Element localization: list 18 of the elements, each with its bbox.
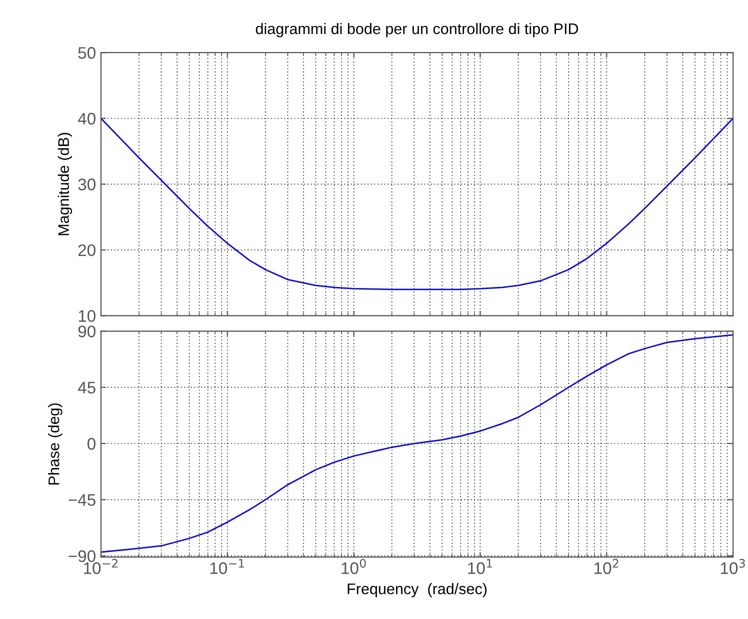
y-tick-label: 10 xyxy=(78,310,96,322)
x-tick-label: 10$^{1}$ xyxy=(468,559,492,574)
y-tick-label: 30 xyxy=(78,178,96,190)
x-tick-label: 10$^{3}$ xyxy=(720,558,745,574)
y-tick-label: 90 xyxy=(78,326,96,338)
x-tick-label: 10$^{−1}$ xyxy=(210,559,244,574)
y-tick-label: 50 xyxy=(78,47,96,59)
x-axis-title: Frequency (rad/sec) xyxy=(348,583,487,598)
y-axis-title: Magnitude (dB) xyxy=(58,132,72,236)
x-tick-label: 10$^{2}$ xyxy=(594,558,618,574)
y-tick-label: 20 xyxy=(78,244,96,256)
x-tick-label: 10$^{0}$ xyxy=(342,558,366,574)
y-tick-label: 40 xyxy=(78,112,96,125)
y-axis-title: Phase (deg) xyxy=(48,403,62,484)
y-tick-label: 45 xyxy=(78,382,96,394)
y-tick-label: 0 xyxy=(88,438,96,450)
y-tick-label: −45 xyxy=(68,494,96,506)
chart-title: diagrammi di bode per un controllore di tipo PID xyxy=(256,22,578,38)
